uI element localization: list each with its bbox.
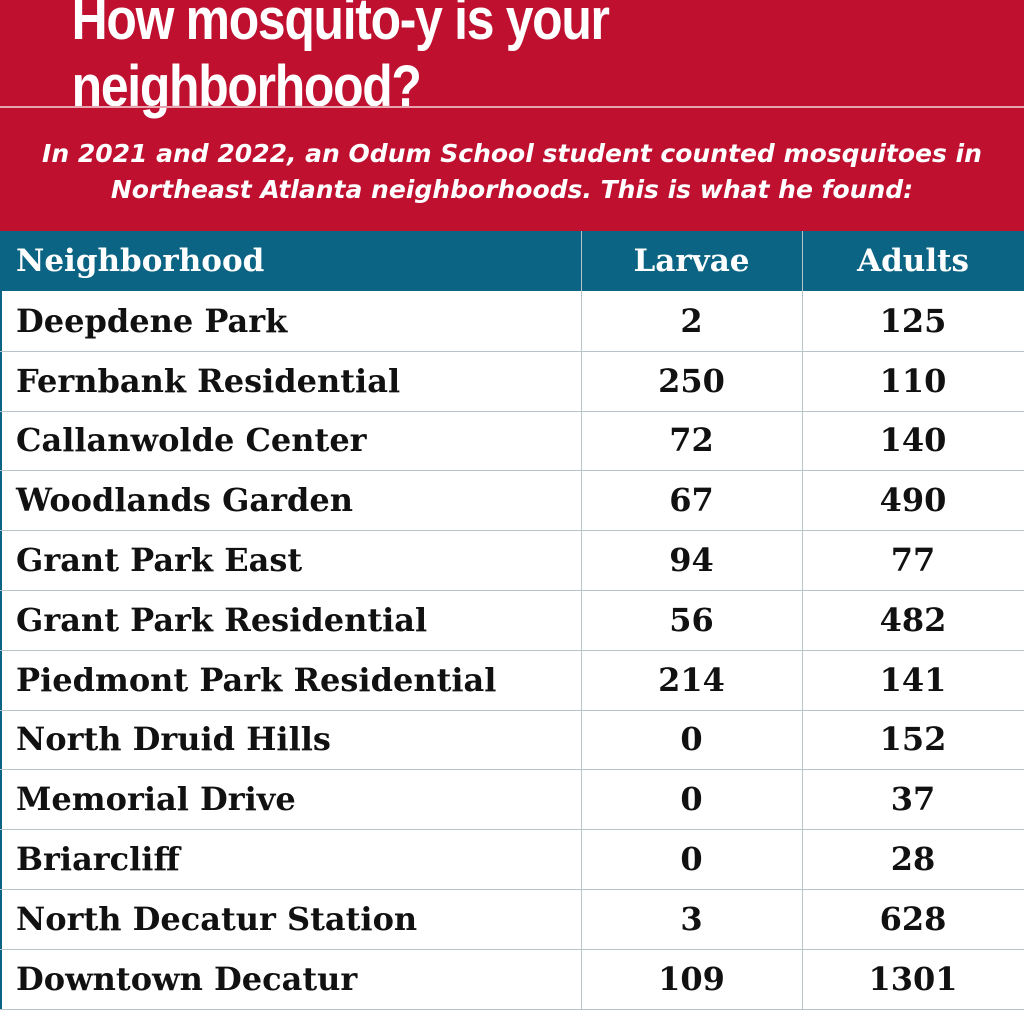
row-adults-value: 77: [890, 541, 936, 580]
row-adults-value: 141: [879, 660, 947, 699]
banner-divider: [0, 106, 1024, 108]
row-larvae-value: 3: [680, 899, 703, 938]
subtitle: In 2021 and 2022, an Odum School student…: [20, 136, 1004, 208]
row-adults-value: 152: [879, 720, 947, 759]
row-neighborhood: North Decatur Station: [16, 899, 418, 938]
row-larvae-value: 0: [680, 780, 703, 819]
row-larvae-value: 250: [658, 361, 725, 400]
row-neighborhood: Briarcliff: [16, 840, 180, 879]
header-adults: Adults: [857, 243, 969, 279]
column-divider: [802, 231, 803, 1009]
row-larvae-value: 56: [669, 600, 714, 639]
row-neighborhood: Callanwolde Center: [16, 421, 367, 460]
row-divider: [0, 710, 1024, 711]
row-larvae-value: 0: [680, 720, 703, 759]
row-adults-value: 125: [879, 301, 947, 340]
row-larvae-value: 94: [669, 541, 714, 580]
row-neighborhood: Deepdene Park: [16, 301, 288, 340]
row-adults-value: 482: [879, 600, 947, 639]
row-divider: [0, 351, 1024, 352]
row-larvae-value: 2: [680, 301, 703, 340]
row-divider: [0, 530, 1024, 531]
row-divider: [0, 769, 1024, 770]
title-banner: [0, 0, 1024, 231]
row-neighborhood: Grant Park East: [16, 541, 303, 580]
row-divider: [0, 889, 1024, 890]
header-larvae: Larvae: [633, 243, 750, 279]
row-adults-value: 110: [879, 361, 947, 400]
row-adults-value: 28: [890, 840, 936, 879]
row-neighborhood: Grant Park Residential: [16, 600, 428, 639]
row-divider: [0, 650, 1024, 651]
row-neighborhood: Downtown Decatur: [16, 959, 358, 998]
row-larvae-value: 0: [680, 840, 703, 879]
row-neighborhood: Memorial Drive: [16, 780, 296, 819]
row-adults-value: 1301: [868, 959, 958, 998]
row-divider: [0, 590, 1024, 591]
page-title: How mosquito-y is your neighborhood?: [71, 0, 610, 119]
column-divider: [581, 231, 582, 1009]
row-larvae-value: 109: [658, 959, 725, 998]
row-adults-value: 37: [890, 780, 936, 819]
row-adults-value: 628: [879, 899, 947, 938]
row-divider: [0, 470, 1024, 471]
row-divider: [0, 829, 1024, 830]
header-neighborhood: Neighborhood: [16, 243, 265, 279]
row-divider: [0, 411, 1024, 412]
row-larvae-value: 67: [669, 481, 714, 520]
row-neighborhood: Woodlands Garden: [16, 481, 353, 520]
subtitle-line-1: In 2021 and 2022, an Odum School student…: [42, 139, 982, 168]
row-larvae-value: 214: [658, 660, 725, 699]
row-divider: [0, 949, 1024, 950]
row-adults-value: 140: [879, 421, 947, 460]
row-adults-value: 490: [879, 481, 947, 520]
subtitle-line-2: Northeast Atlanta neighborhoods. This is…: [110, 175, 914, 204]
row-neighborhood: Fernbank Residential: [16, 361, 401, 400]
table-header: [0, 231, 1024, 291]
table-left-border: [0, 231, 2, 1009]
row-neighborhood: Piedmont Park Residential: [16, 660, 497, 699]
row-larvae-value: 72: [669, 421, 714, 460]
row-neighborhood: North Druid Hills: [16, 720, 331, 759]
